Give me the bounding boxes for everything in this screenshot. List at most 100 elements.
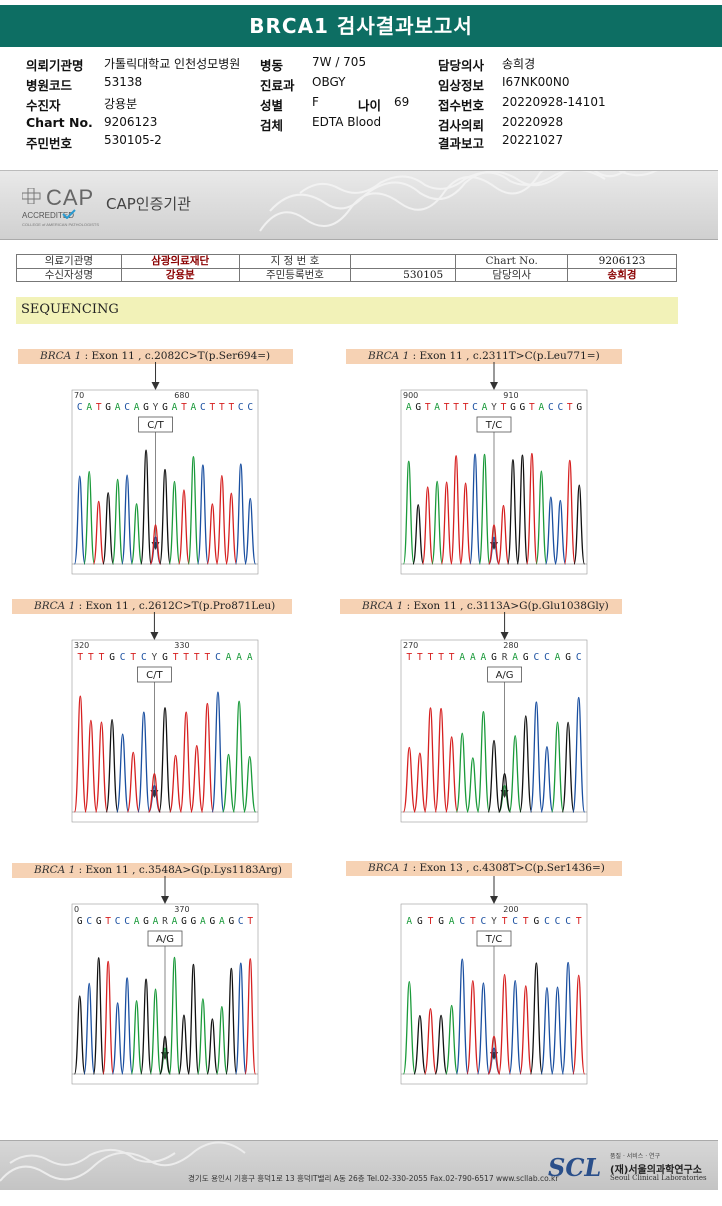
trace-peak: [105, 719, 119, 813]
trace-peak: [187, 456, 200, 565]
base-call: G: [510, 402, 516, 413]
footer: 경기도 용인시 기흥구 흥덕1로 13 흥덕IT밸리 A동 26층 Tel.02…: [0, 1140, 718, 1190]
base-call: Y: [153, 402, 159, 413]
scl-logo: SCL: [548, 1153, 602, 1182]
base-call: C: [77, 402, 83, 413]
trace-peak: [149, 988, 162, 1075]
genotype-call: T/C: [485, 934, 502, 945]
hospital-code-value: 53138: [104, 75, 143, 89]
trace-peak: [508, 735, 522, 813]
ward-value: 7W / 705: [312, 55, 367, 69]
variant-label-5: BRCA 1 : Exon 11 , c.3548A>G(p.Lys1183Ar…: [12, 863, 292, 878]
base-call: T: [501, 402, 507, 413]
base-call: C: [238, 916, 244, 927]
chromatogram-2: 900 910 A G T A T T T C A Y T G G T A C C T G T/C: [400, 362, 588, 575]
base-call: T: [194, 652, 200, 663]
variant-label-6: BRCA 1 : Exon 13 , c.4308T>C(p.Ser1436=): [346, 861, 622, 876]
trace-peak: [476, 982, 490, 1075]
base-call: C: [533, 652, 539, 663]
trace-peak: [554, 499, 567, 565]
base-call: A: [200, 916, 206, 927]
base-call: T: [99, 652, 105, 663]
trace-peak: [413, 1014, 427, 1075]
trace-peak: [179, 711, 193, 813]
base-call: C: [86, 916, 92, 927]
table-cell: 9206123: [567, 254, 677, 269]
table-cell: 삼광의료재단: [120, 254, 240, 269]
base-call: T: [173, 652, 179, 663]
trace-peak: [130, 503, 143, 565]
base-call: A: [470, 652, 476, 663]
trace-peak: [73, 695, 87, 813]
cap-certified: CAP인증기관: [106, 195, 191, 213]
base-call: T: [502, 916, 508, 927]
cap-wordmark: CAP: [46, 185, 95, 210]
base-call: A: [449, 916, 455, 927]
base-call: T: [428, 652, 434, 663]
section-title: SEQUENCING: [21, 302, 119, 317]
base-call: T: [406, 652, 412, 663]
trace-peak: [102, 960, 115, 1075]
trace-peak: [459, 482, 472, 565]
base-call: G: [576, 402, 582, 413]
base-call: A: [406, 402, 412, 413]
base-call: G: [105, 402, 111, 413]
base-call: A: [459, 652, 465, 663]
age-label: 나이: [358, 98, 382, 113]
base-call: A: [153, 916, 159, 927]
footer-address: 경기도 용인시 기흥구 흥덕1로 13 흥덕IT밸리 A동 26층 Tel.02…: [188, 1174, 559, 1183]
base-call: G: [109, 652, 115, 663]
base-call: T: [576, 916, 582, 927]
cap-banner: CAP ACCREDITED COLLEGE of AMERICAN PATHO…: [0, 170, 718, 240]
genotype-call: C/T: [147, 420, 164, 431]
base-call: A: [434, 402, 440, 413]
table-cell: [350, 254, 457, 269]
trace-peak: [168, 956, 181, 1075]
base-call: A: [512, 652, 518, 663]
trace-peak: [526, 452, 538, 565]
ruler-label: 280: [503, 641, 518, 650]
trace-peak: [466, 980, 480, 1075]
trace-peak: [137, 711, 151, 813]
base-call: R: [502, 652, 508, 663]
trace-peak: [211, 691, 225, 813]
base-call: T: [77, 652, 83, 663]
base-call: Y: [152, 652, 158, 663]
base-call: C: [472, 402, 478, 413]
chromatogram-5: 0 370 G C G T C C A G A R A G G A G A G C T A/G: [71, 876, 259, 1085]
base-call: T: [88, 652, 94, 663]
trace-peak: [200, 702, 214, 813]
trace-peak: [232, 700, 246, 813]
sex-label: 성별: [260, 98, 284, 113]
base-call: T: [247, 916, 253, 927]
trace-peak: [445, 1004, 459, 1075]
base-call: T: [523, 916, 529, 927]
base-call: G: [210, 916, 216, 927]
trace-peak: [497, 504, 510, 565]
dept-label: 진료과: [260, 78, 295, 93]
trace-peak: [487, 739, 501, 813]
base-call: G: [96, 916, 102, 927]
trace-peak: [402, 980, 416, 1075]
table-cell: 수신자성명: [16, 267, 122, 282]
base-call: T: [463, 402, 469, 413]
trace-peak: [402, 460, 415, 565]
trace-peak: [516, 454, 529, 565]
trace-peak: [159, 1035, 171, 1075]
ruler-label: 0: [74, 905, 79, 914]
trace-peak: [158, 707, 172, 813]
base-call: G: [523, 652, 529, 663]
trace-peak: [147, 772, 161, 813]
table-cell: 지 정 번 호: [238, 254, 352, 269]
chromatogram-4: 270 280 T T T T T A A A G R A G C C A G C A/G: [400, 612, 588, 823]
base-call: G: [520, 402, 526, 413]
trace-peak: [455, 732, 469, 813]
trace-peak: [169, 754, 183, 813]
base-call: G: [77, 916, 83, 927]
trace-peak: [478, 453, 491, 565]
patient-label: 수진자: [26, 98, 61, 113]
base-call: C: [238, 402, 244, 413]
trace-peak: [140, 978, 152, 1075]
doctor-value: 송희경: [502, 57, 536, 71]
trace-peak: [244, 958, 257, 1075]
